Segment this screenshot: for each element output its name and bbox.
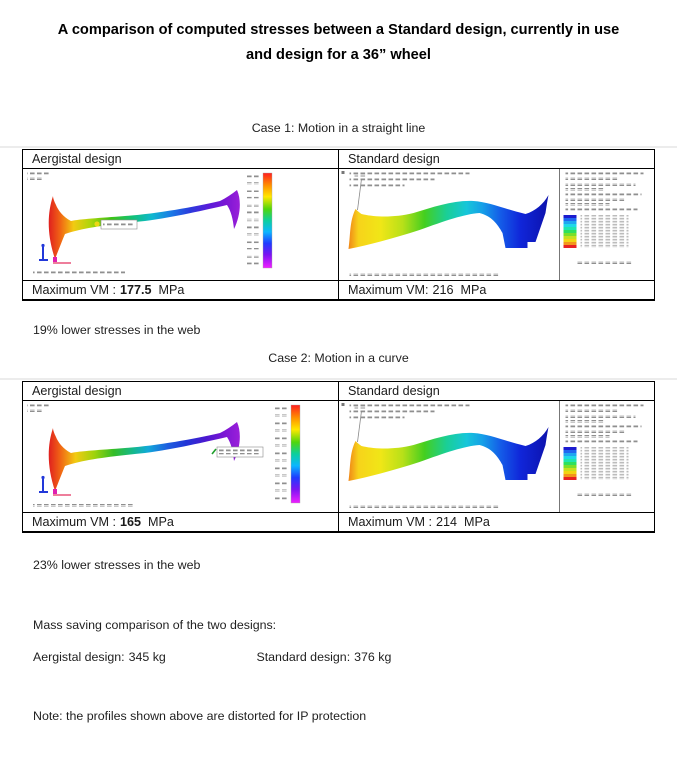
max-vm-value: 216 (432, 283, 454, 297)
case-1-heading: Case 1: Motion in a straight line (251, 121, 426, 135)
probe-annotation-box (94, 219, 138, 230)
mass-value: 376 kg (354, 650, 392, 664)
mass-comparison-row: Aergistal design: 345 kg Standard design:… (33, 650, 391, 664)
annotation-smudge-lines (341, 171, 500, 276)
fea-plot-aergistal-case-2 (27, 404, 301, 507)
separator-artifact (0, 378, 677, 380)
table-header-row: Aergistal design Standard design (23, 150, 654, 169)
stress-colorbar (246, 172, 273, 269)
case-2-heading: Case 2: Motion in a curve (268, 351, 409, 365)
axis-triad-icon (39, 475, 48, 493)
fea-plot-cell-standard-case2 (339, 401, 654, 512)
annotation-smudge-lines (341, 403, 500, 508)
max-vm-cell-aergistal-case2: Maximum VM :165 MPa (23, 512, 339, 531)
table-image-row (23, 401, 654, 512)
table-vm-row: Maximum VM :165 MPa Maximum VM :214 MPa (23, 512, 654, 531)
max-vm-cell-standard-case2: Maximum VM :214 MPa (339, 512, 654, 531)
leader-label-smudge (354, 174, 367, 177)
comparison-table-case-1: Aergistal design Standard design (22, 149, 655, 301)
separator-artifact (0, 146, 677, 148)
ip-protection-note: Note: the profiles shown above are disto… (33, 709, 367, 723)
stress-colorbar (274, 404, 301, 504)
leader-label-smudge (354, 406, 367, 409)
max-vm-label: Maximum VM : (348, 515, 432, 529)
mass-comparison-heading: Mass saving comparison of the two design… (33, 618, 277, 632)
wheel-profile (48, 190, 240, 259)
max-vm-cell-standard-case1: Maximum VM: 216 MPa (339, 280, 654, 299)
conclusion-case-1: 19% lower stresses in the web (33, 323, 201, 337)
column-header-aergistal: Aergistal design (23, 382, 339, 401)
wheel-profile (348, 427, 549, 481)
max-vm-label: Maximum VM: (348, 283, 429, 297)
column-header-standard: Standard design (339, 382, 654, 401)
table-header-row: Aergistal design Standard design (23, 382, 654, 401)
max-vm-label: Maximum VM : (32, 515, 116, 529)
table-image-row (23, 169, 654, 280)
annotation-smudge-lines (27, 172, 125, 274)
flange-tip-hotspot (53, 257, 57, 262)
mass-label: Aergistal design: (33, 650, 125, 664)
wheel-profile (348, 195, 549, 249)
fea-plot-aergistal-case-1 (27, 172, 273, 274)
legend-text-smudges (565, 172, 644, 264)
leader-line (357, 178, 362, 211)
fea-plot-standard-case-2 (341, 401, 644, 512)
probe-annotation-box (211, 446, 264, 458)
flange-tip-hotspot (53, 489, 57, 494)
legend-bands (563, 447, 629, 480)
max-vm-value: 177.5 (119, 283, 152, 297)
conclusion-case-2: 23% lower stresses in the web (33, 558, 201, 572)
page-title-line-1: A comparison of computed stresses betwee… (57, 22, 620, 38)
table-vm-row: Maximum VM :177.5 MPa Maximum VM: 216 MPa (23, 280, 654, 299)
max-vm-unit: MPa (158, 283, 185, 297)
column-header-standard: Standard design (339, 150, 654, 169)
max-vm-cell-aergistal-case1: Maximum VM :177.5 MPa (23, 280, 339, 299)
max-vm-unit: MPa (463, 515, 490, 529)
annotation-smudge-lines (27, 404, 133, 507)
axis-triad-icon (39, 243, 48, 261)
mass-label: Standard design: (256, 650, 351, 664)
max-vm-label: Maximum VM : (32, 283, 116, 297)
max-vm-value: 214 (435, 515, 457, 529)
leader-line (357, 410, 362, 443)
legend-text-smudges (565, 404, 644, 496)
mass-item-standard: Standard design: 376 kg (256, 650, 391, 664)
max-vm-unit: MPa (460, 283, 487, 297)
max-vm-unit: MPa (147, 515, 174, 529)
wheel-profile (48, 422, 240, 491)
page-title-line-2: and design for a 36” wheel (246, 47, 431, 63)
max-vm-value: 165 (119, 515, 141, 529)
fea-plot-cell-aergistal-case2 (23, 401, 339, 512)
fea-plot-standard-case-1 (341, 169, 644, 280)
fea-plot-cell-aergistal-case1 (23, 169, 339, 280)
fea-plot-cell-standard-case1 (339, 169, 654, 280)
comparison-table-case-2: Aergistal design Standard design (22, 381, 655, 533)
column-header-aergistal: Aergistal design (23, 150, 339, 169)
mass-item-aergistal: Aergistal design: 345 kg (33, 650, 253, 664)
mass-value: 345 kg (128, 650, 166, 664)
legend-bands (563, 215, 629, 248)
